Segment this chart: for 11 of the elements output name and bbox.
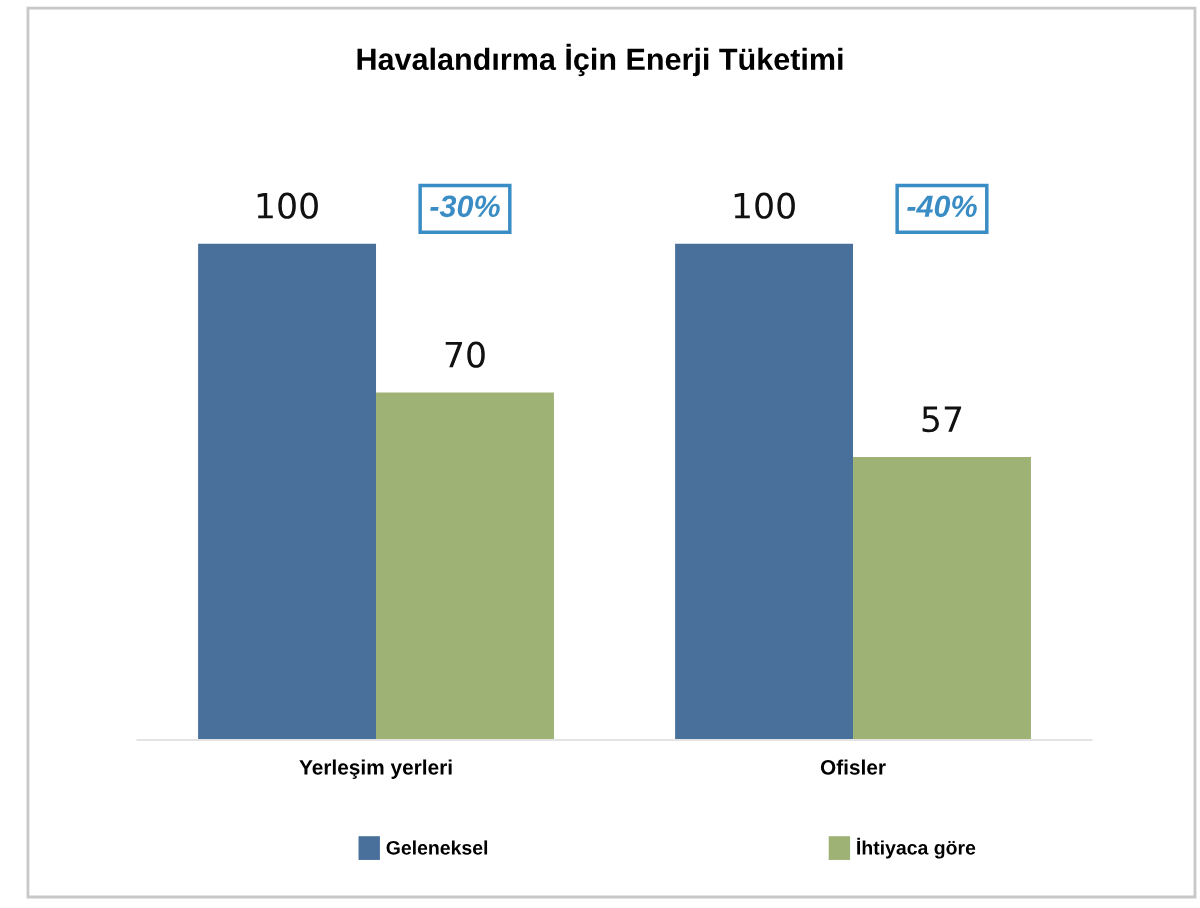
data-label: 70: [445, 341, 485, 368]
x-tick-label: Ofisler: [820, 759, 886, 775]
chart-title: Havalandırma İçin Enerji Tüketimi: [357, 43, 843, 77]
data-label: 100: [257, 192, 318, 219]
text: -30%: [430, 195, 500, 218]
text: -40%: [907, 195, 977, 218]
legend-label: İhtiyaca göre: [857, 837, 976, 859]
data-label: 100: [734, 192, 795, 219]
data-label: 57: [922, 406, 962, 433]
legend-label: Geleneksel: [386, 840, 488, 855]
x-tick-label: Yerleşim yerleri: [299, 759, 452, 779]
